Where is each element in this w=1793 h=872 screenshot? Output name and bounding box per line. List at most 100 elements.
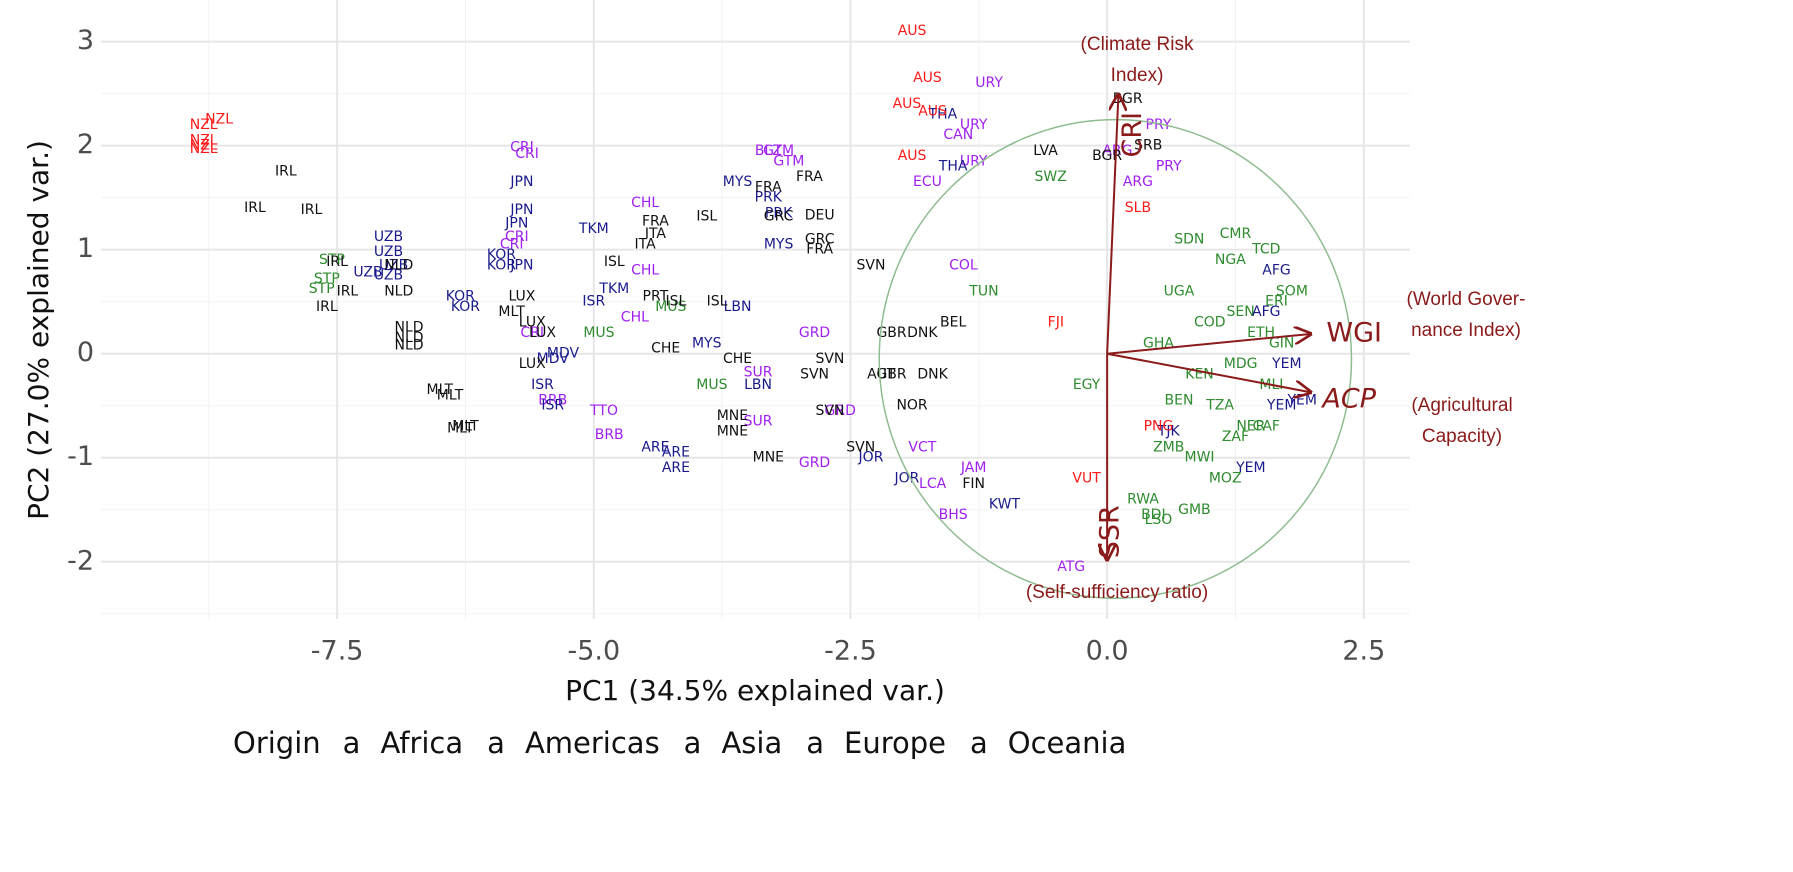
point-label: GRC — [764, 208, 794, 224]
legend-key: a — [684, 726, 702, 760]
point-label: LUX — [508, 288, 535, 304]
point-label: NER — [1236, 419, 1265, 435]
point-label: FRA — [642, 214, 669, 230]
point-label: PRY — [1146, 117, 1172, 133]
point-label: KOR — [487, 257, 516, 273]
point-label: NLD — [384, 283, 413, 299]
y-tick-label: 3 — [77, 25, 94, 56]
point-label: NZL — [190, 132, 218, 148]
point-label: CRI — [500, 236, 524, 252]
legend-label: Americas — [525, 726, 660, 760]
point-label: SRB — [1134, 138, 1162, 154]
point-label: LUX — [519, 356, 546, 372]
point-label: GBR — [876, 325, 906, 341]
point-label: GRD — [825, 403, 856, 419]
point-label: MDG — [1224, 356, 1258, 372]
points: STPSTPSTPMUSMUSMUSSWZLSOZAFNGAKENETHTZAU… — [190, 23, 1317, 575]
point-label: IRL — [326, 254, 348, 270]
point-label: BEN — [1165, 393, 1194, 409]
point-label: VUT — [1072, 471, 1101, 487]
point-label: ETH — [1247, 325, 1275, 341]
point-label: AUS — [893, 96, 922, 112]
point-label: CAF — [1253, 419, 1280, 435]
point-label: KOR — [451, 299, 480, 315]
point-label: SVN — [815, 403, 844, 419]
point-label: LVA — [1033, 143, 1058, 159]
point-label: CHE — [651, 341, 680, 357]
point-label: MLT — [447, 421, 474, 437]
point-label: PRY — [1156, 158, 1182, 174]
x-tick-label: -7.5 — [311, 636, 364, 667]
point-label: SOM — [1276, 283, 1308, 299]
loading-label: ACP — [1320, 384, 1376, 415]
point-label: JOR — [893, 471, 919, 487]
point-label: MDV — [537, 351, 570, 367]
loading-label: WGI — [1326, 317, 1382, 348]
point-label: YEM — [1286, 393, 1316, 409]
y-tick-label: -2 — [67, 545, 94, 576]
point-label: UGA — [1164, 283, 1195, 299]
point-label: MNE — [717, 424, 748, 440]
point-label: TJK — [1157, 424, 1181, 440]
point-label: GIN — [1269, 335, 1294, 351]
point-label: ISL — [707, 294, 728, 310]
y-tick-label: 0 — [77, 337, 94, 368]
point-label: SUR — [744, 413, 773, 429]
point-label: PRK — [755, 190, 783, 206]
point-label: MYS — [764, 236, 794, 252]
point-label: GMB — [1178, 502, 1211, 518]
point-label: BDI — [1141, 507, 1166, 523]
point-label: MUS — [696, 377, 727, 393]
legend-key: a — [806, 726, 824, 760]
point-label: ARE — [662, 445, 690, 461]
point-label: ZAF — [1222, 429, 1249, 445]
point-label: YEM — [1235, 460, 1265, 476]
point-label: AFG — [1262, 262, 1290, 278]
point-label: CRI — [505, 229, 529, 245]
x-tick-label: 0.0 — [1086, 636, 1129, 667]
point-label: BHS — [939, 507, 968, 523]
point-label: FRA — [806, 242, 833, 258]
annotation: (Self-sufficiency ratio) — [1026, 582, 1208, 603]
point-label: CRI — [510, 140, 534, 156]
annotation: Capacity) — [1422, 426, 1502, 447]
point-label: ECU — [913, 174, 942, 190]
point-label: FIN — [962, 476, 985, 492]
point-label: BLZ — [755, 143, 782, 159]
point-label: IRL — [244, 200, 266, 216]
legend-key: a — [487, 726, 505, 760]
point-label: UZB — [374, 229, 403, 245]
point-label: CHE — [723, 351, 752, 367]
point-label: IRL — [275, 164, 297, 180]
point-label: THA — [928, 106, 958, 122]
point-label: AUS — [898, 148, 927, 164]
x-tick-label: -2.5 — [824, 636, 877, 667]
point-label: JOR — [858, 450, 884, 466]
point-label: UZB — [353, 265, 382, 281]
point-label: NZL — [190, 117, 218, 133]
point-label: GRD — [799, 455, 830, 471]
point-label: SLB — [1125, 200, 1151, 216]
point-label: STP — [319, 252, 345, 268]
point-label: NLD — [394, 330, 423, 346]
point-label: MLT — [452, 419, 479, 435]
point-label: MNE — [717, 408, 748, 424]
point-label: UZB — [374, 268, 403, 284]
point-label: TZA — [1205, 398, 1234, 414]
point-label: MNE — [753, 450, 784, 466]
annotation: (Agricultural — [1411, 395, 1512, 416]
point-label: JPN — [509, 202, 533, 218]
point-label: AUS — [913, 70, 942, 86]
point-label: GRC — [805, 231, 835, 247]
point-label: SEN — [1226, 304, 1254, 320]
point-label: YEM — [1266, 398, 1296, 414]
y-axis-title: PC2 (27.0% explained var.) — [22, 140, 55, 520]
point-label: LCA — [919, 476, 947, 492]
point-label: ZMB — [1153, 439, 1184, 455]
point-label: CHL — [621, 309, 649, 325]
point-label: SWZ — [1035, 169, 1067, 185]
y-tick-label: 2 — [77, 129, 94, 160]
point-label: GRD — [799, 325, 830, 341]
point-label: KOR — [487, 247, 516, 263]
loading-arrow — [1106, 95, 1118, 354]
